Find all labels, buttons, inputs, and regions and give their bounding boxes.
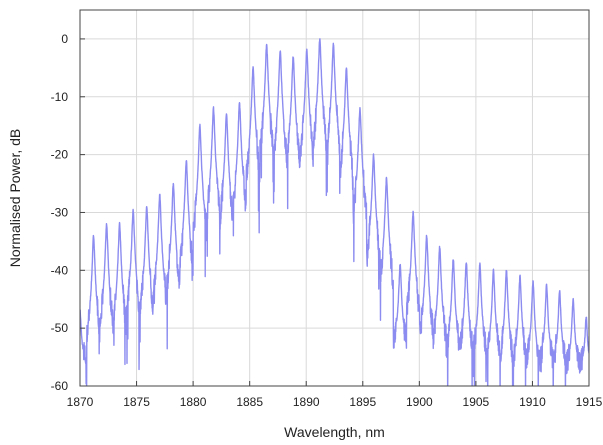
y-tick-labels: 0 -10 -20 -30 -40 -50 -60: [51, 32, 69, 393]
x-tick-label: 1890: [293, 395, 320, 409]
y-tick-label: 0: [61, 32, 68, 46]
x-tick-labels: 1870 1875 1880 1885 1890 1895 1900 1905 1910 1915: [67, 395, 603, 409]
x-tick-label: 1885: [236, 395, 263, 409]
x-axis-title: Wavelength, nm: [284, 424, 385, 440]
y-tick-label: -60: [51, 379, 69, 393]
y-tick-label: -40: [51, 263, 69, 277]
x-tick-label: 1895: [349, 395, 376, 409]
series-layer: [80, 38, 589, 386]
x-tick-label: 1875: [123, 395, 150, 409]
x-tick-label: 1900: [406, 395, 433, 409]
x-tick-label: 1870: [67, 395, 94, 409]
x-tick-label: 1905: [463, 395, 490, 409]
x-tick-label: 1915: [576, 395, 603, 409]
x-tick-label: 1910: [519, 395, 546, 409]
plot-frame: [79, 9, 590, 387]
spectrum-line: [80, 38, 589, 386]
y-tick-label: -10: [51, 90, 69, 104]
y-tick-label: -20: [51, 148, 69, 162]
y-axis-title: Normalised Power, dB: [7, 129, 23, 268]
x-tick-label: 1880: [180, 395, 207, 409]
y-tick-label: -50: [51, 321, 69, 335]
y-tick-label: -30: [51, 205, 69, 219]
axis-ticks: [79, 38, 590, 387]
